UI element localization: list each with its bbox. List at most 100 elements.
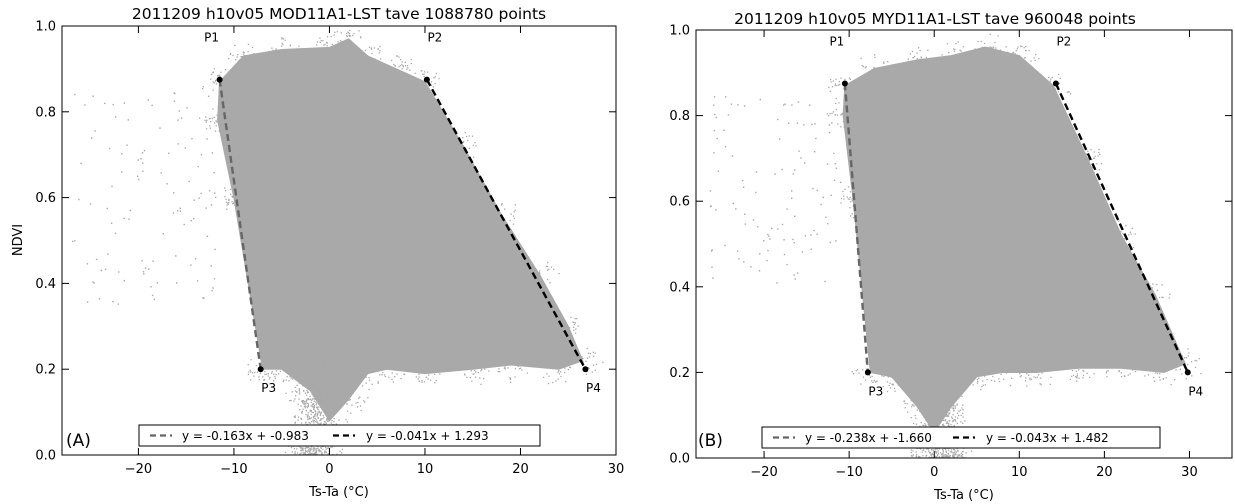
panel-a-scatter-point xyxy=(111,185,113,188)
panel-b-scatter-point xyxy=(941,368,943,370)
panel-b-scatter-point xyxy=(941,362,943,364)
panel-b-scatter-point xyxy=(1034,59,1036,61)
panel-b-scatter-point xyxy=(932,421,934,423)
panel-a-scatter-point xyxy=(316,453,318,455)
panel-b-scatter-point xyxy=(1020,45,1022,47)
panel-a-scatter-point xyxy=(330,422,332,424)
panel-b-scatter-point xyxy=(940,364,943,366)
panel-a-scatter-point xyxy=(401,68,403,70)
panel-a-scatter-point xyxy=(309,448,312,450)
panel-b-edge-line-2 xyxy=(1054,83,1189,373)
panel-b-scatter-point xyxy=(962,416,964,418)
panel-b-edge-end-label: P3 xyxy=(868,384,883,398)
panel-b-scatter-point xyxy=(948,343,950,345)
panel-b-scatter-point xyxy=(946,356,948,358)
panel-a-scatter-point xyxy=(315,396,318,398)
panel-a-scatter-point xyxy=(92,95,94,97)
panel-b-scatter-point xyxy=(831,86,834,88)
panel-a-scatter-point xyxy=(317,394,319,396)
panel-b-scatter-point xyxy=(915,451,917,453)
panel-b-scatter-point xyxy=(874,381,877,383)
panel-a-scatter-point xyxy=(401,61,403,63)
panel-b-scatter-point xyxy=(953,455,955,457)
panel-b-scatter-point xyxy=(920,56,922,58)
panel-a-scatter-point xyxy=(308,362,310,364)
panel-a-scatter-point xyxy=(328,420,330,422)
panel-a-scatter-point xyxy=(141,152,144,154)
panel-b-scatter-point xyxy=(944,334,946,336)
panel-b-scatter-point xyxy=(940,334,942,337)
panel-b-scatter-point xyxy=(1093,373,1095,375)
panel-a-scatter-point xyxy=(315,376,317,378)
panel-a-scatter-point xyxy=(315,342,317,344)
panel-b-scatter-point xyxy=(931,403,933,405)
panel-a-scatter-point xyxy=(209,118,211,120)
panel-b-scatter-point xyxy=(938,374,941,376)
panel-a-scatter-point xyxy=(308,342,311,344)
panel-b-scatter-point xyxy=(949,375,952,378)
panel-b-scatter-point xyxy=(832,80,834,82)
panel-a-scatter-point xyxy=(319,378,322,380)
panel-a-scatter-point xyxy=(282,38,285,40)
panel-a-scatter-point xyxy=(325,393,327,395)
panel-b-scatter-point xyxy=(939,388,941,390)
panel-a-scatter-point xyxy=(325,367,327,369)
panel-b-scatter-point xyxy=(1158,376,1161,378)
panel-b-scatter-point xyxy=(1078,377,1080,379)
panel-a-scatter-point xyxy=(302,346,304,348)
panel-b-scatter-point xyxy=(737,104,739,106)
panel-a-scatter-point xyxy=(321,452,323,454)
panel-b-scatter-point xyxy=(837,123,839,125)
panel-a-scatter-point xyxy=(311,350,313,352)
panel-b-scatter-point xyxy=(957,454,959,456)
panel-b-scatter-point xyxy=(947,357,950,359)
panel-b-scatter-point xyxy=(943,329,945,332)
panel-b-scatter-point xyxy=(1021,45,1023,48)
panel-b-scatter-point xyxy=(948,422,950,425)
panel-a-scatter-point xyxy=(317,449,319,451)
panel-a-scatter-point xyxy=(585,373,587,375)
panel-a-scatter-point xyxy=(307,453,309,455)
panel-a-scatter-point xyxy=(84,104,86,106)
panel-b-scatter-point xyxy=(912,404,914,406)
panel-a-scatter-point xyxy=(418,380,420,382)
panel-b-scatter-point xyxy=(1165,377,1167,379)
panel-b-scatter-point xyxy=(918,456,920,458)
panel-b-scatter-point xyxy=(922,424,924,426)
panel-a-scatter-point xyxy=(211,117,213,119)
panel-a-scatter-point xyxy=(582,357,584,360)
panel-a-scatter-point xyxy=(301,343,303,345)
panel-b-scatter-point xyxy=(1015,50,1017,52)
panel-b-scatter-point xyxy=(926,342,928,344)
panel-a-scatter-point xyxy=(317,408,319,410)
panel-b-scatter-point xyxy=(822,196,824,199)
panel-b-scatter-point xyxy=(1198,358,1200,360)
panel-b-scatter-point xyxy=(1187,363,1189,366)
panel-a-scatter-point xyxy=(305,346,308,348)
panel-b-scatter-point xyxy=(933,415,936,417)
panel-b-scatter-point xyxy=(755,191,757,194)
panel-a-scatter-point xyxy=(309,371,311,373)
panel-a-scatter-point xyxy=(318,336,321,339)
panel-b-scatter-point xyxy=(886,390,889,393)
panel-a-scatter-point xyxy=(227,202,229,204)
panel-b-scatter-point xyxy=(1098,169,1100,171)
panel-b-scatter-point xyxy=(945,454,947,456)
panel-a-scatter-point xyxy=(320,397,322,399)
panel-b-scatter-point xyxy=(924,358,926,360)
panel-a-scatter-point xyxy=(359,396,361,398)
panel-b-scatter-point xyxy=(849,78,851,80)
panel-b-scatter-point xyxy=(943,425,945,427)
panel-b-scatter-point xyxy=(1181,355,1183,357)
panel-b-scatter-point xyxy=(1156,372,1159,375)
panel-b-scatter-point xyxy=(944,384,946,387)
panel-b-scatter-point xyxy=(1071,370,1074,372)
panel-b-scatter-point xyxy=(946,455,948,457)
panel-b-scatter-point xyxy=(939,406,942,408)
panel-a-scatter-point xyxy=(262,376,264,378)
panel-a-scatter-point xyxy=(391,378,393,380)
panel-b-scatter-point xyxy=(935,394,938,396)
panel-a-scatter-point xyxy=(216,121,218,123)
panel-a-scatter-point xyxy=(326,414,328,417)
panel-a-scatter-point xyxy=(243,51,245,54)
